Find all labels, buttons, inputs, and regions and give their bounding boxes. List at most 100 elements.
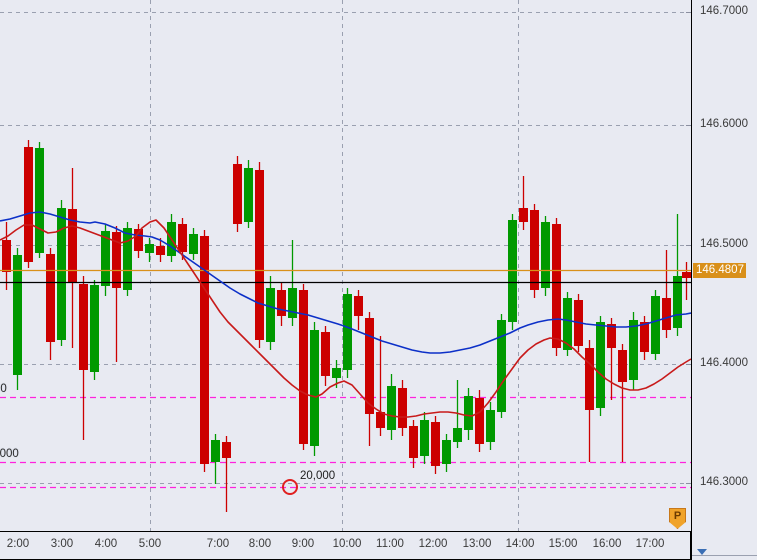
time-axis-label: 15:00 bbox=[548, 538, 578, 550]
price-axis-tick bbox=[686, 12, 691, 13]
time-axis-label: 9:00 bbox=[291, 538, 315, 550]
candle-body[interactable] bbox=[607, 324, 616, 348]
time-axis-label: 16:00 bbox=[592, 538, 622, 550]
candle-body[interactable] bbox=[112, 232, 121, 288]
candle-body[interactable] bbox=[640, 322, 649, 352]
candle-body[interactable] bbox=[662, 298, 671, 330]
time-axis-label: 10:00 bbox=[332, 538, 362, 550]
price-axis-tick bbox=[686, 483, 691, 484]
time-axis-label: 13:00 bbox=[462, 538, 492, 550]
candle-body[interactable] bbox=[79, 284, 88, 370]
candle-body[interactable] bbox=[134, 229, 143, 251]
level-label-upper: 00 bbox=[0, 383, 7, 395]
pennant-p-icon[interactable]: P bbox=[669, 508, 686, 529]
candle-body[interactable] bbox=[189, 234, 198, 254]
last-price-badge: 146.4807 bbox=[693, 263, 746, 278]
candle-body[interactable] bbox=[431, 422, 440, 466]
candle-body[interactable] bbox=[211, 440, 220, 462]
candle-body[interactable] bbox=[398, 388, 407, 428]
candle-body[interactable] bbox=[222, 442, 231, 458]
time-axis-label: 7:00 bbox=[206, 538, 230, 550]
candle-body[interactable] bbox=[541, 222, 550, 288]
candle-body[interactable] bbox=[277, 290, 286, 316]
candle-body[interactable] bbox=[13, 255, 22, 375]
candle-body[interactable] bbox=[299, 290, 308, 444]
price-axis[interactable]: 146.7000 146.6000 146.5000 146.4000 146.3000… bbox=[686, 0, 757, 531]
candle-body[interactable] bbox=[24, 147, 33, 262]
candle-body[interactable] bbox=[2, 240, 11, 272]
candle-body[interactable] bbox=[475, 398, 484, 444]
level-label-mid: 0,000 bbox=[0, 448, 19, 460]
time-axis-label: 4:00 bbox=[94, 538, 118, 550]
corner-divider bbox=[692, 555, 757, 556]
time-axis-label: 5:00 bbox=[138, 538, 162, 550]
candle-body[interactable] bbox=[651, 296, 660, 354]
candle-body[interactable] bbox=[178, 224, 187, 252]
candle-body[interactable] bbox=[530, 210, 539, 290]
candle-body[interactable] bbox=[497, 320, 506, 412]
candle-body[interactable] bbox=[233, 164, 242, 224]
candle-body[interactable] bbox=[68, 209, 77, 282]
candle-body[interactable] bbox=[585, 348, 594, 410]
candle-body[interactable] bbox=[519, 208, 528, 222]
open-position-marker[interactable] bbox=[282, 479, 298, 495]
candle-body[interactable] bbox=[255, 170, 264, 340]
order-volume-label: 20,000 bbox=[300, 470, 336, 482]
candle-body[interactable] bbox=[409, 426, 418, 458]
candle-body[interactable] bbox=[552, 224, 561, 348]
candle-body[interactable] bbox=[90, 285, 99, 372]
chart-canvas bbox=[0, 0, 691, 531]
ma-slow bbox=[0, 211, 691, 354]
candle-body[interactable] bbox=[156, 246, 165, 255]
time-axis-label: 17:00 bbox=[635, 538, 665, 550]
candle-body[interactable] bbox=[288, 288, 297, 318]
candle-body[interactable] bbox=[629, 320, 638, 380]
candle-body[interactable] bbox=[123, 228, 132, 290]
candle-body[interactable] bbox=[365, 318, 374, 414]
candle-body[interactable] bbox=[266, 288, 275, 342]
time-axis-label: 12:00 bbox=[418, 538, 448, 550]
candle-body[interactable] bbox=[332, 368, 341, 378]
scroll-down-arrow-icon[interactable] bbox=[697, 549, 707, 555]
candle-body[interactable] bbox=[376, 412, 385, 428]
time-axis[interactable]: 2:00 3:00 4:00 5:00 7:00 8:00 9:00 10:00 11:00 12… bbox=[0, 531, 691, 560]
price-axis-label: 146.7000 bbox=[700, 5, 748, 17]
candle-body[interactable] bbox=[57, 208, 66, 340]
candle-body[interactable] bbox=[46, 254, 55, 342]
candle-body[interactable] bbox=[321, 332, 330, 376]
time-axis-label: 3:00 bbox=[50, 538, 74, 550]
time-axis-label: 8:00 bbox=[248, 538, 272, 550]
candle-body[interactable] bbox=[486, 410, 495, 442]
candle-body[interactable] bbox=[464, 396, 473, 430]
candle-body[interactable] bbox=[563, 298, 572, 350]
candle-body[interactable] bbox=[442, 440, 451, 464]
candlestick-plot[interactable]: 00 0,000 20,000 bbox=[0, 0, 691, 531]
candle-body[interactable] bbox=[354, 296, 363, 316]
candle-body[interactable] bbox=[244, 168, 253, 222]
candle-body[interactable] bbox=[343, 294, 352, 370]
candle-body[interactable] bbox=[682, 272, 691, 278]
candle-body[interactable] bbox=[420, 420, 429, 456]
time-axis-label: 14:00 bbox=[505, 538, 535, 550]
candle-body[interactable] bbox=[673, 276, 682, 328]
time-axis-label: 11:00 bbox=[376, 538, 404, 550]
price-axis-label: 146.4000 bbox=[700, 357, 748, 369]
price-axis-tick bbox=[686, 245, 691, 246]
price-axis-tick bbox=[686, 364, 691, 365]
candle-body[interactable] bbox=[453, 428, 462, 442]
ma-fast bbox=[0, 219, 691, 418]
candle-body[interactable] bbox=[200, 236, 209, 464]
price-axis-label: 146.6000 bbox=[700, 118, 748, 130]
price-axis-label: 146.3000 bbox=[700, 476, 748, 488]
candle-body[interactable] bbox=[101, 231, 110, 286]
axis-corner: P bbox=[669, 508, 757, 560]
candle-body[interactable] bbox=[145, 244, 154, 253]
candle-body[interactable] bbox=[618, 350, 627, 382]
price-axis-label: 146.5000 bbox=[700, 238, 748, 250]
candle-body[interactable] bbox=[310, 330, 319, 446]
candle-body[interactable] bbox=[596, 322, 605, 408]
candle-body[interactable] bbox=[387, 386, 396, 430]
candle-body[interactable] bbox=[35, 148, 44, 253]
time-axis-label: 2:00 bbox=[6, 538, 30, 550]
